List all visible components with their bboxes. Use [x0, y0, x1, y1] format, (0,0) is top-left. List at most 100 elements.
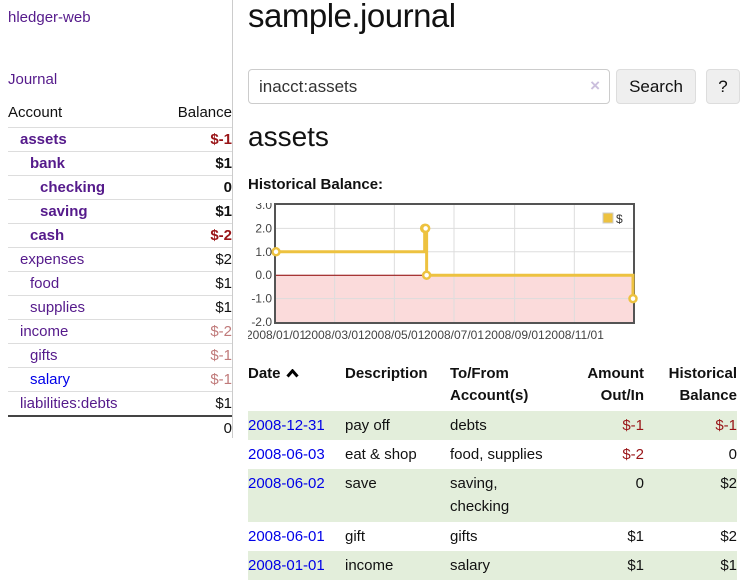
- account-balance: $-2: [210, 323, 232, 340]
- transaction-balance: $2: [720, 527, 737, 545]
- accounts-table-body: assets $-1 bank $1 checking 0 saving $1 cash $-2 e…: [8, 127, 232, 417]
- chart-point-2008-12-31: [628, 293, 638, 304]
- register-col-amount: Amount Out/In: [587, 365, 644, 404]
- register-col-balance: Historical Balance: [668, 365, 737, 404]
- account-row: supplies $1: [8, 295, 232, 320]
- account-heading: assets: [248, 121, 329, 152]
- transaction-balance: $2: [720, 475, 737, 492]
- account-link-expenses[interactable]: expenses: [20, 251, 85, 268]
- transaction-date-link[interactable]: 2008-12-31: [248, 416, 325, 434]
- account-link-salary[interactable]: salary: [30, 371, 71, 388]
- sidebar-divider: [232, 0, 233, 438]
- sort-asc-icon: [285, 363, 299, 385]
- transaction-description: pay off: [345, 416, 390, 434]
- register-col-date[interactable]: Date: [248, 361, 345, 411]
- account-link-liabilities-debts[interactable]: liabilities:debts: [20, 395, 118, 412]
- accounts-col-balance: Balance: [177, 104, 232, 121]
- chart-xtick-label: 2008/07/01: [424, 328, 484, 342]
- transaction-accounts: salary: [450, 556, 491, 574]
- chart-ytick-label: 2.0: [255, 221, 272, 235]
- account-link-food[interactable]: food: [30, 275, 60, 292]
- account-row: liabilities:debts $1: [8, 391, 232, 417]
- search-input-wrap: ×: [248, 69, 610, 104]
- help-button[interactable]: ?: [706, 69, 740, 104]
- transaction-description: eat & shop: [345, 445, 417, 463]
- clear-search-icon[interactable]: ×: [590, 76, 600, 95]
- account-link-saving[interactable]: saving: [40, 203, 88, 220]
- account-row: gifts $-1: [8, 343, 232, 368]
- accounts-total-spacer: [8, 416, 158, 440]
- account-link-cash[interactable]: cash: [30, 227, 65, 244]
- account-row: salary $-1: [8, 367, 232, 392]
- account-row: assets $-1: [8, 127, 232, 152]
- account-balance: $1: [215, 275, 232, 292]
- chart-xtick-label: 2008/11/01: [545, 328, 604, 342]
- transaction-date-link[interactable]: 2008-06-01: [248, 527, 325, 545]
- transaction-balance: $1: [720, 556, 737, 574]
- register-table: Date Description To/From Account(s) Amou…: [248, 361, 737, 580]
- transaction-date-link[interactable]: 2008-06-02: [248, 475, 325, 492]
- register-row: 2008-01-01 income salary $1 $1: [248, 550, 737, 580]
- transaction-date-link[interactable]: 2008-06-03: [248, 445, 325, 463]
- transaction-balance: 0: [728, 445, 737, 463]
- chart-xtick-label: 2008/01/01: [248, 328, 306, 342]
- transaction-amount: $1: [627, 527, 644, 545]
- search-form: × Search ?: [248, 69, 742, 104]
- account-link-assets[interactable]: assets: [20, 131, 67, 148]
- chart-point-2008-06-02: [420, 223, 431, 234]
- account-row: food $1: [8, 271, 232, 296]
- register-col-accounts: To/From Account(s): [450, 365, 529, 404]
- search-input[interactable]: [248, 69, 610, 104]
- transaction-accounts: gifts: [450, 527, 478, 545]
- app-title-link[interactable]: hledger-web: [8, 9, 91, 26]
- account-balance: $2: [215, 251, 232, 268]
- chart-point-2008-01-01: [271, 247, 281, 257]
- register-col-description: Description: [345, 365, 428, 382]
- account-row: income $-2: [8, 319, 232, 344]
- transaction-date-link[interactable]: 2008-01-01: [248, 556, 325, 574]
- chart-ytick-label: 3.0: [255, 203, 272, 212]
- accounts-total-row: 0: [8, 416, 232, 440]
- accounts-total-value: 0: [223, 420, 232, 437]
- account-balance: $1: [215, 299, 232, 316]
- register-row: 2008-12-31 pay off debts $-1 $-1: [248, 410, 737, 440]
- account-row: checking 0: [8, 175, 232, 200]
- register-row: 2008-06-03 eat & shop food, supplies $-2 0: [248, 440, 737, 469]
- register-header-row: Date Description To/From Account(s) Amou…: [248, 361, 737, 411]
- chart-ytick-label: -2.0: [251, 315, 272, 329]
- chart-legend-swatch: [602, 212, 614, 224]
- account-link-checking[interactable]: checking: [40, 179, 106, 196]
- transaction-amount: $1: [627, 556, 644, 574]
- chart-xtick-label: 2008/05/01: [364, 328, 424, 342]
- chart-point-2008-06-03: [421, 270, 432, 280]
- account-link-supplies[interactable]: supplies: [30, 299, 86, 316]
- register-row: 2008-06-02 save saving, checking 0 $2: [248, 469, 737, 522]
- account-row: bank $1: [8, 151, 232, 176]
- transaction-balance: $-1: [715, 416, 737, 434]
- sidebar-item-journal[interactable]: Journal: [8, 71, 58, 88]
- account-link-gifts[interactable]: gifts: [30, 347, 58, 364]
- account-row: expenses $2: [8, 247, 232, 272]
- accounts-table: Account Balance assets $-1 bank $1 checking 0…: [8, 101, 232, 440]
- account-row: saving $1: [8, 199, 232, 224]
- transaction-amount: $-2: [622, 445, 644, 463]
- chart-ytick-label: -1.0: [251, 292, 272, 306]
- transaction-amount: 0: [635, 475, 644, 492]
- chart-xtick-label: 2008/03/01: [305, 328, 365, 342]
- historical-balance-label: Historical Balance:: [248, 176, 384, 193]
- chart-ytick-label: 0.0: [255, 268, 272, 282]
- transaction-description: gift: [345, 527, 366, 545]
- transaction-accounts: debts: [450, 416, 487, 434]
- chart-xtick-label: 2008/09/01: [485, 328, 545, 342]
- account-balance: $-1: [210, 347, 232, 364]
- account-balance: $-2: [210, 227, 232, 244]
- register-table-body: 2008-12-31 pay off debts $-1 $-1 2008-06-03 ea…: [248, 410, 737, 580]
- account-link-bank[interactable]: bank: [30, 155, 66, 172]
- account-link-income[interactable]: income: [20, 323, 69, 340]
- transaction-description: save: [345, 475, 377, 492]
- transaction-accounts: saving, checking: [450, 475, 510, 516]
- accounts-col-account: Account: [8, 104, 63, 121]
- historical-balance-chart: -2.0 -1.0 0.0 1.0 2.0 3.0 2008/01/01 2008/03/01…: [246, 198, 640, 345]
- search-button[interactable]: Search: [616, 69, 696, 104]
- account-balance: 0: [223, 179, 232, 196]
